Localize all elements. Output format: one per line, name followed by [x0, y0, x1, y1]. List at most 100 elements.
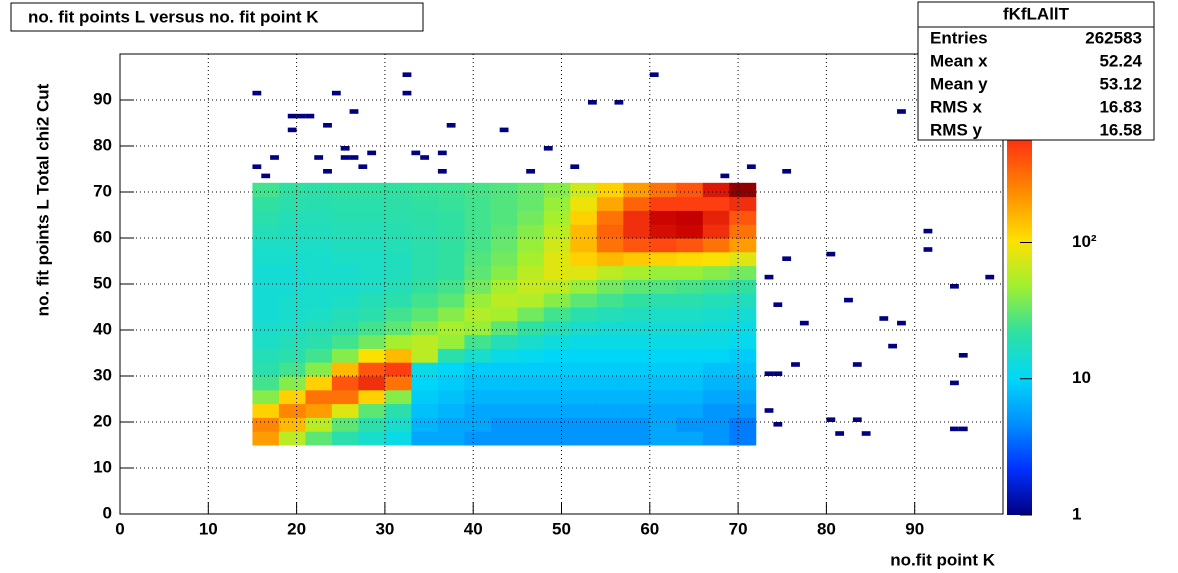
cell [411, 431, 439, 446]
cell [464, 403, 492, 418]
cell [252, 362, 280, 377]
cell [623, 279, 651, 294]
outlier-cell [826, 417, 836, 422]
cell [490, 389, 518, 405]
cell [331, 307, 359, 322]
cell [464, 251, 492, 267]
cell [358, 279, 386, 294]
cell [543, 293, 571, 308]
outlier-cell [897, 320, 906, 326]
cell [358, 389, 386, 405]
outlier-cell [296, 113, 306, 119]
cell [384, 293, 412, 308]
cell [278, 224, 306, 239]
y-tick-label: 40 [93, 319, 112, 338]
cell [305, 320, 333, 336]
cell [252, 293, 280, 308]
cell [384, 307, 412, 322]
outlier-cell [764, 371, 774, 376]
cell [596, 320, 624, 336]
cell [676, 238, 704, 253]
cell [543, 265, 571, 280]
cell [729, 376, 757, 391]
cell [331, 293, 359, 308]
cell [676, 224, 704, 239]
cell [543, 431, 571, 446]
cell [676, 251, 704, 267]
cell [464, 224, 492, 239]
cell [623, 403, 651, 418]
cell [702, 224, 730, 239]
cell [729, 224, 757, 239]
outlier-cell [782, 169, 792, 174]
outlier-cell [897, 109, 906, 114]
cell [649, 238, 677, 253]
outlier-cell [773, 422, 783, 427]
cell [649, 320, 677, 336]
stats-box [917, 1, 1155, 141]
cell [437, 362, 465, 377]
outlier-cell [861, 431, 871, 436]
cell [278, 403, 306, 418]
cell [570, 403, 598, 418]
cell [676, 362, 704, 377]
cell [305, 362, 333, 377]
cell [676, 307, 704, 322]
cell [305, 293, 333, 308]
cell [252, 307, 280, 322]
cell [384, 265, 412, 280]
cell [384, 279, 412, 294]
cell [517, 307, 545, 322]
cell [331, 403, 359, 418]
y-axis-label: no. fit points L Total chi2 Cut [33, 83, 52, 316]
outlier-cell [287, 127, 297, 133]
outlier-cell [799, 320, 809, 326]
cell [358, 431, 386, 446]
cell [543, 307, 571, 322]
x-tick-label: 40 [464, 519, 483, 538]
cell [623, 376, 651, 391]
cell [729, 238, 757, 253]
cell [331, 362, 359, 377]
cell [623, 238, 651, 253]
stats-key: Entries [930, 28, 988, 47]
cell [464, 182, 492, 198]
cell [649, 376, 677, 391]
cell [517, 182, 545, 198]
y-tick-label: 60 [93, 227, 112, 246]
cell [729, 334, 757, 349]
cell [490, 417, 518, 432]
cell [570, 334, 598, 349]
cell [358, 348, 386, 363]
cell [437, 238, 465, 253]
outlier-cell [446, 123, 456, 128]
cell [358, 362, 386, 377]
cell [517, 238, 545, 253]
cell [464, 362, 492, 377]
cell [305, 307, 333, 322]
cell [464, 238, 492, 253]
cell [252, 348, 280, 363]
stats-value: 53.12 [1099, 74, 1142, 93]
cell [252, 265, 280, 280]
outlier-cell [349, 109, 359, 114]
cell [623, 196, 651, 211]
cell [411, 196, 439, 211]
cell [490, 362, 518, 377]
outlier-cell [649, 72, 659, 77]
z-tick-label: 10 [1072, 368, 1091, 387]
cell [570, 251, 598, 267]
cell [331, 376, 359, 391]
cell [411, 376, 439, 391]
cell [623, 389, 651, 405]
cell [358, 182, 386, 198]
cell [305, 182, 333, 198]
cell [464, 348, 492, 363]
stats-value: 52.24 [1099, 51, 1142, 70]
outlier-cell [437, 169, 447, 174]
outlier-cell [570, 164, 580, 169]
outlier-cell [340, 155, 350, 160]
cell [464, 293, 492, 308]
cell [384, 251, 412, 267]
outlier-cell [844, 297, 853, 303]
